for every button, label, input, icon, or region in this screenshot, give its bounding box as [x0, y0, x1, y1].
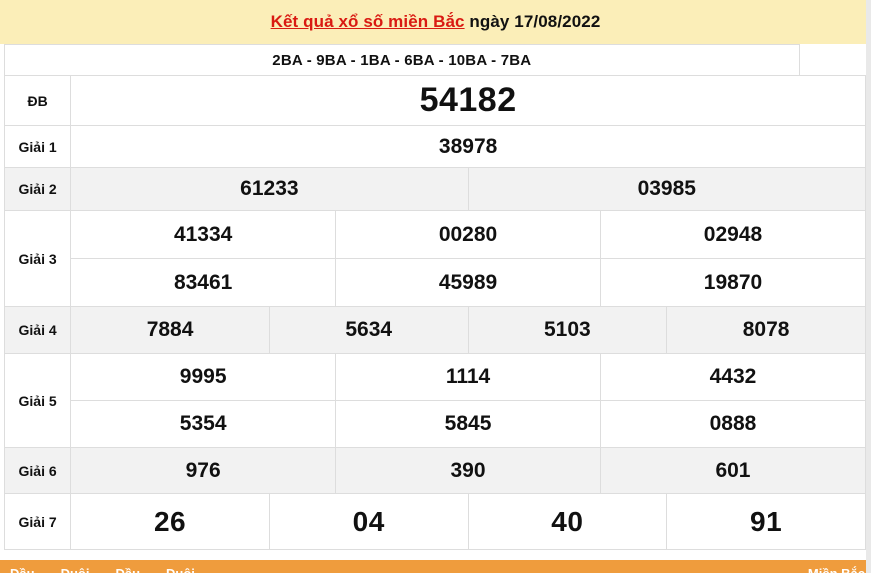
- prize-value-g4-1: 5634: [268, 306, 469, 354]
- page-right-edge: [866, 0, 871, 573]
- head-tail-labels: Đầu Đuôi Đầu Đuôi: [10, 566, 221, 573]
- prize-value-g7-1: 04: [268, 493, 469, 550]
- results-date-text: ngày 17/08/2022: [464, 12, 601, 31]
- prize-value-g5-3: 5354: [70, 400, 337, 448]
- prize-value-g7-3: 91: [666, 493, 866, 550]
- prize-value-g3-4: 45989: [335, 258, 601, 307]
- prize-value-g2-1: 03985: [467, 167, 867, 211]
- prize-row-g5-line1: Giải 5 9995 1114 4432: [3, 353, 867, 448]
- prize-label-g1: Giải 1: [3, 125, 72, 168]
- prize-value-g5-4: 5845: [335, 400, 601, 448]
- prize-value-g4-2: 5103: [467, 306, 668, 354]
- prize-value-g1-0: 38978: [70, 125, 866, 168]
- head-tail-label-1: Đuôi: [60, 565, 90, 573]
- head-tail-label-2: Đầu: [115, 565, 141, 573]
- prize-label-g6: Giải 6: [3, 447, 72, 494]
- province-code-cell: 2BA - 9BA - 1BA - 6BA - 10BA - 7BA: [4, 44, 800, 76]
- prize-label-g5: Giải 5: [3, 353, 72, 448]
- results-table-wrapper: 2BA - 9BA - 1BA - 6BA - 10BA - 7BA ĐB 54…: [0, 44, 871, 550]
- head-tail-summary-inner: Đầu Đuôi Đầu Đuôi Miền Bắc: [0, 560, 871, 573]
- prize-value-g6-2: 601: [599, 447, 867, 494]
- prize-label-g2: Giải 2: [3, 167, 72, 211]
- prize-value-g3-0: 41334: [70, 210, 337, 259]
- prize-value-g4-0: 7884: [70, 306, 270, 354]
- prize-row-g3-line2: 83461 45989 19870: [5, 258, 867, 307]
- head-tail-label-3: Đuôi: [166, 565, 195, 573]
- prize-label-g3: Giải 3: [3, 210, 72, 307]
- lottery-results-table: 2BA - 9BA - 1BA - 6BA - 10BA - 7BA ĐB 54…: [3, 44, 867, 550]
- prize-value-g3-1: 00280: [335, 210, 601, 259]
- prize-row-g6: Giải 6 976 390 601: [3, 447, 867, 494]
- prize-row-g4: Giải 4 7884 5634 5103 8078: [3, 306, 866, 354]
- prize-label-g4: Giải 4: [3, 306, 72, 354]
- prize-value-g5-2: 4432: [599, 353, 867, 401]
- prize-value-g3-2: 02948: [599, 210, 867, 259]
- prize-value-g6-0: 976: [70, 447, 337, 494]
- prize-value-g6-1: 390: [335, 447, 601, 494]
- prize-value-g5-5: 0888: [599, 400, 867, 448]
- results-title-link[interactable]: Kết quả xổ số miền Bắc: [270, 12, 465, 31]
- prize-row-g7: Giải 7 26 04 40 91: [3, 493, 866, 550]
- head-tail-label-0: Đầu: [10, 565, 35, 573]
- prize-value-g7-2: 40: [467, 493, 668, 550]
- region-label: Miền Bắc: [807, 565, 865, 573]
- prize-row-g5-line2: 5354 5845 0888: [5, 400, 867, 448]
- prize-value-g7-0: 26: [70, 493, 270, 550]
- prize-label-g7: Giải 7: [3, 493, 72, 550]
- province-code-row: 2BA - 9BA - 1BA - 6BA - 10BA - 7BA: [4, 44, 866, 76]
- page-header-band: Kết quả xổ số miền Bắc ngày 17/08/2022: [0, 0, 871, 44]
- prize-row-g1: Giải 1 38978: [3, 125, 866, 168]
- prize-value-g3-5: 19870: [599, 258, 867, 307]
- prize-label-db: ĐB: [3, 75, 72, 126]
- prize-row-db: ĐB 54182: [3, 75, 866, 126]
- prize-value-g3-3: 83461: [70, 258, 337, 307]
- prize-value-g5-0: 9995: [70, 353, 337, 401]
- prize-row-g2: Giải 2 61233 03985: [3, 167, 867, 211]
- prize-value-db: 54182: [70, 75, 866, 126]
- prize-value-g2-0: 61233: [70, 167, 469, 211]
- prize-value-g4-3: 8078: [666, 306, 866, 354]
- page-title: Kết quả xổ số miền Bắc ngày 17/08/2022: [271, 12, 601, 32]
- head-tail-summary-bar: Đầu Đuôi Đầu Đuôi Miền Bắc: [0, 560, 871, 573]
- prize-row-g3-line1: Giải 3 41334 00280 02948: [3, 210, 867, 307]
- prize-value-g5-1: 1114: [335, 353, 601, 401]
